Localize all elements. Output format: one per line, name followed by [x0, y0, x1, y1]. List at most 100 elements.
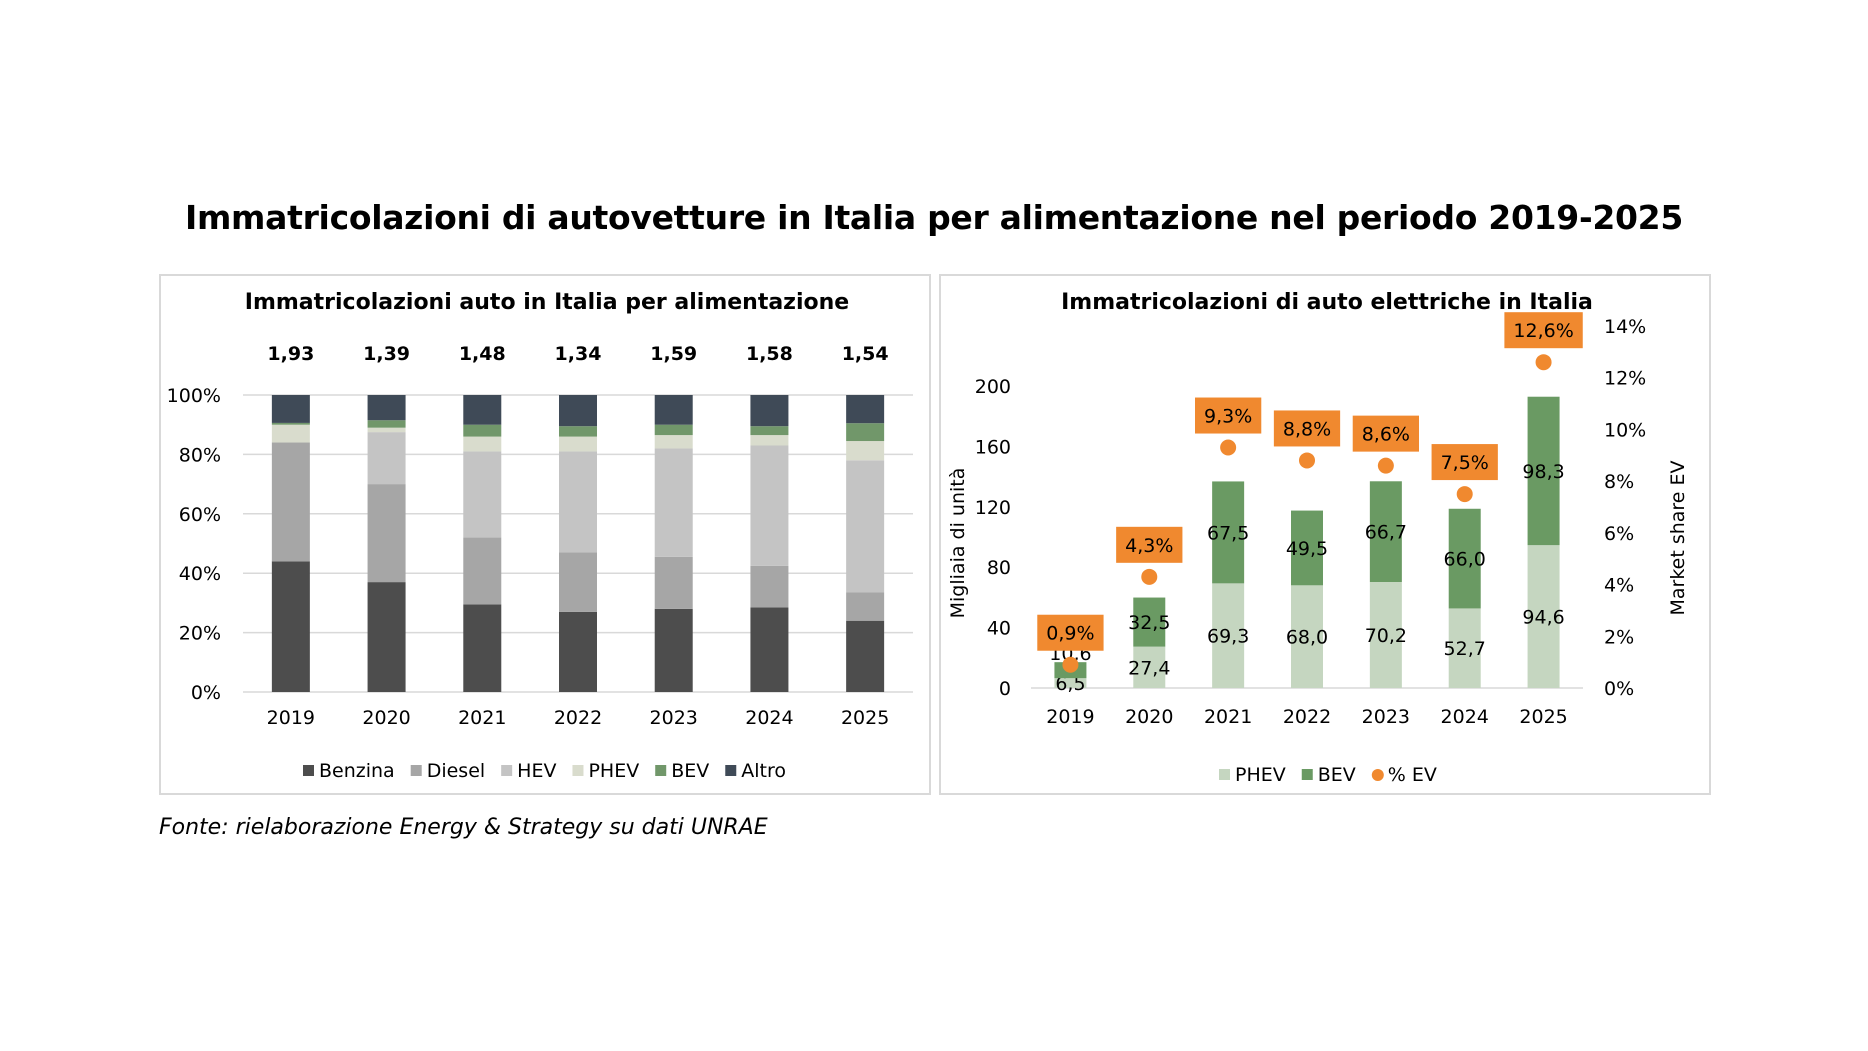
y2-tick-label: 4% [1604, 575, 1634, 597]
legend-swatch [410, 765, 422, 776]
x-tick-label: 2023 [650, 707, 698, 729]
ev-share-label: 8,6% [1362, 424, 1410, 446]
bar-segment-altro [846, 395, 885, 424]
y2-tick-label: 8% [1604, 471, 1634, 493]
y-tick-label: 40% [179, 563, 221, 585]
ev-share-callout [1273, 410, 1341, 447]
y-tick-label: 100% [167, 385, 221, 407]
ev-share-label: 4,3% [1125, 535, 1173, 557]
bar-segment-bev [750, 426, 789, 436]
ev-stacked-bar-chart: Immatricolazioni di auto elettriche in I… [947, 290, 1689, 786]
bar-segment-phev [559, 436, 597, 452]
legend-label: BEV [671, 760, 709, 782]
data-label: 27,4 [1128, 657, 1170, 679]
bar-segment-bev [654, 424, 693, 436]
x-tick-label: 2020 [362, 707, 410, 729]
y-tick-label: 20% [179, 623, 221, 645]
bar-segment-benzina [750, 607, 789, 692]
bar-segment-diesel [559, 552, 597, 612]
bar-segment-benzina [654, 608, 693, 692]
bar-segment-benzina [367, 582, 406, 692]
y-tick-label: 60% [179, 504, 221, 526]
legend-marker [1371, 769, 1384, 781]
bar-segment-diesel [367, 484, 406, 583]
x-tick-label: 2019 [1046, 706, 1094, 728]
ev-share-callout [1037, 614, 1104, 651]
bar-segment-bev [1291, 510, 1323, 586]
bar-segment-altro [271, 395, 310, 423]
bar-segment-altro [559, 395, 597, 427]
x-tick-label: 2023 [1362, 706, 1410, 728]
bar-segment-phev [1369, 581, 1402, 688]
bar-segment-bev [1212, 481, 1245, 584]
y-axis-title: Migliaia di unità [947, 468, 969, 619]
legend-swatch [1301, 769, 1313, 780]
y-tick-label: 160 [975, 436, 1011, 458]
data-label: 69,3 [1207, 626, 1249, 648]
bar-segment-benzina [846, 620, 885, 692]
legend-swatch [303, 765, 314, 776]
data-label: 68,0 [1286, 627, 1328, 649]
x-tick-label: 2021 [458, 707, 506, 729]
legend-label: Diesel [427, 760, 485, 782]
bar-segment-hev [559, 451, 597, 553]
chart-title: Immatricolazioni di auto elettriche in I… [1061, 290, 1593, 315]
bar-segment-hev [367, 432, 406, 485]
y-tick-label: 0% [191, 682, 221, 704]
data-label: 94,6 [1522, 607, 1564, 629]
ev-share-point [1535, 354, 1552, 371]
bar-segment-bev [1369, 481, 1402, 582]
y-tick-label: 120 [975, 497, 1011, 519]
legend-label: % EV [1388, 764, 1437, 786]
ev-share-callout [1352, 415, 1419, 452]
y-tick-label: 200 [975, 376, 1011, 398]
bar-segment-phev [750, 435, 789, 446]
ev-share-point [1062, 656, 1079, 673]
y2-tick-label: 0% [1604, 678, 1634, 700]
data-label: 52,7 [1444, 638, 1486, 660]
stacked-percent-bar-chart: Immatricolazioni auto in Italia per alim… [167, 290, 913, 782]
bar-segment-diesel [463, 537, 502, 605]
ev-share-point [1220, 439, 1237, 456]
bar-segment-phev [271, 424, 310, 443]
total-label: 1,34 [555, 343, 602, 365]
bar-segment-benzina [559, 611, 597, 692]
legend-swatch [572, 765, 584, 776]
bar-segment-bev [463, 424, 502, 437]
ev-share-point [1141, 568, 1158, 585]
legend-swatch [501, 765, 513, 776]
bar-segment-phev [367, 427, 406, 433]
chart-panel-share-by-fuel: Immatricolazioni auto in Italia per alim… [159, 274, 931, 795]
bar-segment-phev [1212, 583, 1245, 688]
bar-segment-bev [1527, 396, 1560, 546]
x-tick-label: 2022 [554, 707, 602, 729]
ev-share-label: 12,6% [1513, 320, 1573, 342]
y2-axis-title: Market share EV [1667, 460, 1689, 615]
data-label: 98,3 [1522, 461, 1564, 483]
ev-share-point [1299, 452, 1315, 469]
y2-tick-label: 2% [1604, 626, 1634, 648]
bar-segment-diesel [654, 556, 693, 609]
y-tick-label: 40 [987, 618, 1011, 640]
bar-segment-bev [1448, 508, 1481, 609]
bar-segment-diesel [846, 592, 885, 621]
y2-tick-label: 12% [1604, 368, 1646, 390]
bar-segment-bev [367, 420, 406, 428]
bar-segment-bev [1133, 597, 1166, 647]
bar-segment-altro [367, 395, 406, 421]
bar-segment-bev [271, 422, 310, 425]
y-tick-label: 0 [999, 678, 1011, 700]
legend-label: Altro [741, 760, 786, 782]
ev-share-label: 8,8% [1283, 418, 1331, 440]
y2-tick-label: 14% [1604, 316, 1646, 338]
bar-segment-phev [1291, 585, 1323, 688]
bar-segment-phev [846, 441, 885, 461]
bar-segment-altro [654, 395, 693, 425]
bar-segment-altro [750, 395, 789, 427]
legend-swatch [655, 765, 667, 776]
y-tick-label: 80 [987, 557, 1011, 579]
total-label: 1,48 [459, 343, 506, 365]
bar-segment-hev [750, 445, 789, 566]
page-title: Immatricolazioni di autovetture in Itali… [184, 198, 1683, 237]
ev-share-callout [1504, 312, 1583, 349]
